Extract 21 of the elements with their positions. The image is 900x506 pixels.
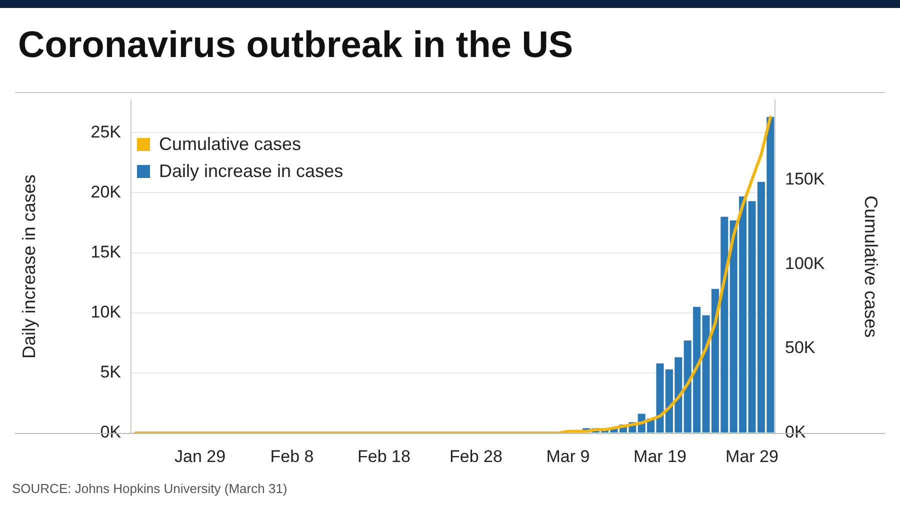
y2-tick-label: 150K	[785, 169, 826, 188]
y2-axis-title: Cumulative cases	[861, 196, 882, 338]
x-tick-label: Feb 8	[270, 446, 314, 466]
source-note: SOURCE: Johns Hopkins University (March 31)	[12, 481, 288, 496]
y-tick-label: 5K	[100, 362, 122, 382]
legend-label: Cumulative cases	[159, 134, 302, 155]
x-tick-label: Mar 9	[546, 446, 590, 466]
y-tick-label: 10K	[90, 302, 122, 322]
y-tick-label: 20K	[90, 182, 122, 202]
legend-label: Daily increase in cases	[159, 161, 344, 182]
y-axis-title: Daily increase in cases	[18, 174, 39, 359]
y2-tick-label: 100K	[785, 254, 826, 273]
y-tick-label: 25K	[90, 122, 122, 142]
x-tick-label: Mar 19	[634, 446, 686, 466]
chart-title: Coronavirus outbreak in the US	[18, 24, 574, 66]
y2-tick-label: 50K	[785, 338, 816, 358]
x-tick-label: Feb 18	[358, 446, 410, 466]
y-tick-label: 15K	[90, 242, 122, 262]
x-tick-label: Jan 29	[174, 446, 226, 466]
x-tick-label: Mar 29	[726, 446, 778, 466]
x-tick-label: Feb 28	[450, 446, 502, 466]
